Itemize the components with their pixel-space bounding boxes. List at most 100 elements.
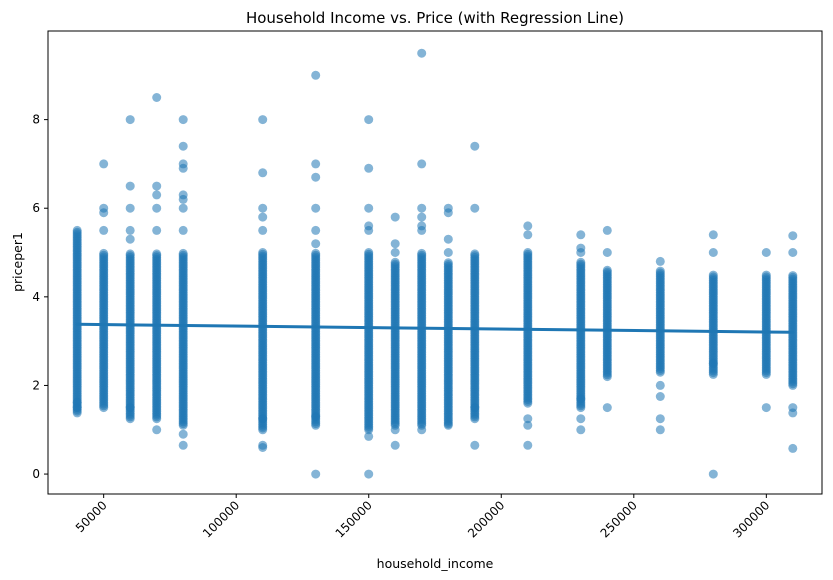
data-point — [470, 141, 480, 151]
y-tick-label: 2 — [32, 378, 40, 392]
data-point — [258, 440, 268, 450]
data-point — [470, 440, 480, 450]
data-point — [152, 203, 162, 213]
data-point — [390, 425, 400, 435]
regression-line — [75, 322, 795, 334]
data-point — [470, 403, 480, 413]
data-point — [708, 358, 718, 368]
data-point — [178, 115, 188, 125]
data-column — [99, 159, 109, 413]
data-point — [178, 190, 188, 200]
y-tick-label: 8 — [32, 113, 40, 127]
data-point — [125, 225, 135, 235]
data-point — [125, 115, 135, 125]
data-point — [761, 270, 771, 280]
data-point — [655, 392, 665, 401]
data-point — [417, 425, 427, 435]
data-point — [311, 412, 321, 421]
data-point — [417, 159, 427, 169]
data-column — [72, 225, 82, 418]
data-point — [708, 270, 718, 280]
data-point — [125, 234, 135, 244]
data-point — [364, 221, 374, 231]
data-column — [390, 212, 400, 450]
x-tick-label: 50000 — [73, 498, 110, 535]
data-point — [708, 248, 718, 257]
data-point — [761, 248, 771, 257]
data-point — [152, 93, 162, 102]
data-point — [258, 225, 268, 235]
y-axis-label: priceper1 — [10, 232, 25, 292]
data-point — [655, 266, 665, 276]
data-point — [602, 265, 612, 275]
data-point — [152, 425, 162, 435]
data-point — [72, 397, 82, 407]
data-column — [417, 48, 427, 435]
data-point — [470, 249, 480, 259]
data-point — [178, 248, 188, 258]
data-point — [390, 212, 400, 222]
regression-line-group — [75, 322, 795, 334]
data-point — [178, 141, 188, 151]
data-point — [152, 225, 162, 235]
data-point — [99, 248, 109, 258]
data-point — [364, 431, 374, 441]
data-point — [311, 225, 321, 235]
data-point — [178, 429, 188, 439]
data-column — [470, 141, 480, 450]
data-point — [523, 414, 533, 424]
data-point — [417, 48, 427, 58]
data-point — [152, 190, 162, 200]
data-point — [311, 70, 321, 80]
y-tick-label: 4 — [32, 290, 40, 304]
plot-frame — [47, 30, 823, 495]
data-point — [523, 230, 533, 240]
data-point — [761, 403, 771, 413]
data-point — [99, 225, 109, 235]
data-point — [788, 231, 798, 241]
data-point — [443, 234, 453, 244]
data-point — [443, 258, 453, 268]
data-point — [576, 414, 586, 424]
data-point — [470, 203, 480, 213]
data-point — [178, 159, 188, 169]
data-point — [523, 221, 533, 231]
data-point — [417, 248, 427, 258]
data-column — [178, 115, 188, 450]
data-point — [99, 203, 109, 213]
x-axis: 50000 100000 150000 200000 250000 300000 — [73, 494, 772, 541]
data-point — [788, 443, 798, 453]
x-axis-label: household_income — [377, 556, 494, 571]
data-point — [311, 203, 321, 213]
data-point — [99, 159, 109, 169]
y-tick-label: 6 — [32, 201, 40, 215]
data-point — [788, 248, 798, 257]
data-point — [258, 414, 268, 424]
data-point — [178, 440, 188, 450]
data-point — [364, 469, 374, 479]
x-tick-label: 150000 — [333, 498, 375, 540]
data-point — [364, 115, 374, 125]
x-tick-label: 300000 — [730, 498, 772, 540]
data-point — [390, 257, 400, 267]
data-point — [655, 414, 665, 424]
data-column — [576, 230, 586, 435]
data-point — [523, 248, 533, 257]
data-point — [125, 249, 135, 259]
data-point — [311, 239, 321, 249]
data-point — [417, 203, 427, 213]
data-point — [655, 425, 665, 435]
x-tick-label: 100000 — [200, 498, 242, 540]
data-point — [523, 440, 533, 450]
data-point — [390, 248, 400, 257]
data-point — [364, 248, 374, 257]
data-column — [152, 93, 162, 435]
data-column — [788, 231, 798, 453]
data-column — [125, 115, 135, 424]
data-point — [364, 203, 374, 213]
data-column — [364, 115, 374, 479]
data-point — [523, 420, 533, 430]
data-point — [311, 469, 321, 479]
data-point — [390, 440, 400, 450]
